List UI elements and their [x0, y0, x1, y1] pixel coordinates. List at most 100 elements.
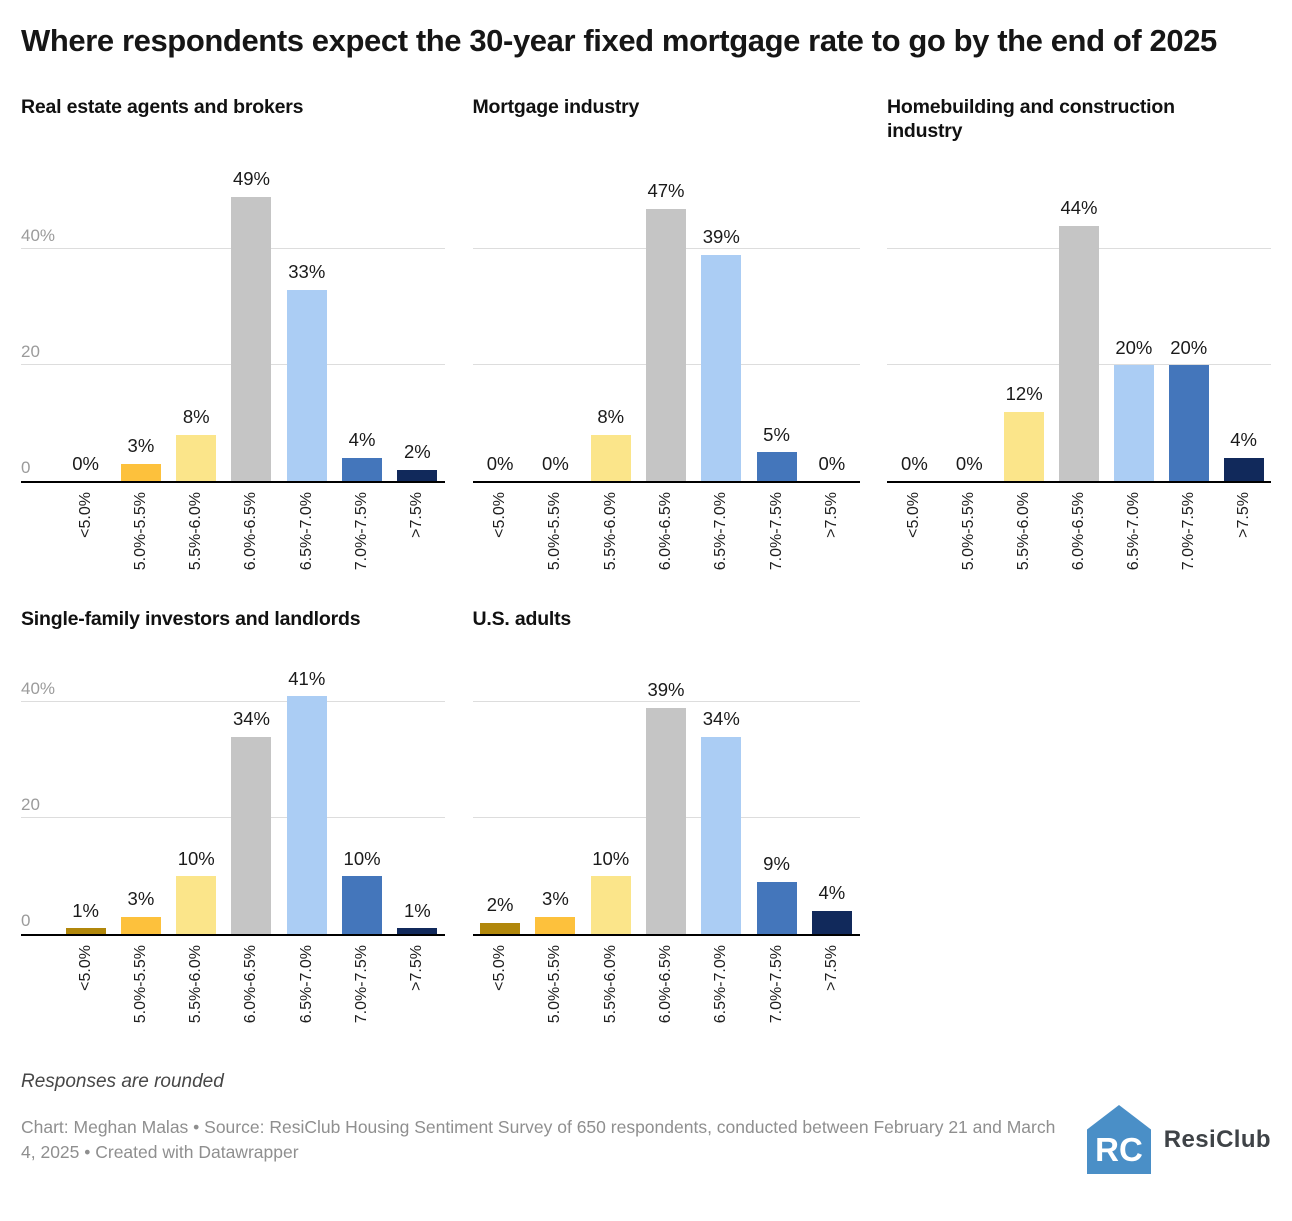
bar-slot: 0%	[58, 148, 113, 481]
bar-slot: 8%	[169, 148, 224, 482]
gridline-40	[472, 701, 860, 703]
bar-value-label: 12%	[1005, 383, 1043, 405]
bar-slot: 5%	[749, 148, 804, 482]
x-slot: <5.0%	[473, 936, 528, 1061]
x-slot: 7.0%-7.5%	[749, 936, 804, 1061]
bar	[1113, 365, 1154, 482]
bar-slot: 34%	[694, 658, 749, 935]
footnote: Responses are rounded	[21, 1071, 224, 1093]
bar-value-label: 0%	[901, 452, 928, 474]
x-tick-label: 6.5%-7.0%	[297, 492, 315, 571]
resiclub-logo: RC ResiClub	[1086, 1105, 1271, 1175]
svg-text:RC: RC	[1095, 1131, 1143, 1168]
bar	[701, 736, 742, 935]
panel-title: U.S. adults	[472, 608, 572, 631]
bar-slot: 4%	[804, 658, 859, 935]
bar	[1223, 457, 1264, 482]
x-tick-label: 5.0%-5.5%	[131, 945, 149, 1024]
bar	[701, 254, 742, 482]
x-tick-label: 6.5%-7.0%	[297, 945, 315, 1024]
bar-value-label: 2%	[403, 441, 431, 463]
bar-value-label: 39%	[647, 679, 685, 701]
bar-slot: 4%	[1216, 148, 1271, 482]
bar-value-label: 1%	[72, 899, 100, 921]
x-slot: <5.0%	[473, 483, 528, 608]
bar-value-label: 0%	[72, 452, 100, 474]
bar	[480, 922, 521, 935]
x-tick-label: >7.5%	[408, 492, 426, 538]
x-tick-label: 5.5%-6.0%	[601, 945, 619, 1024]
bar-slot: 4%	[334, 148, 389, 482]
bar-slot: 0%	[887, 148, 942, 481]
bar-slot: 20%	[1106, 148, 1161, 482]
panel-5: U.S. adults 2% 3% 10% 39% 34% 9% 4% <5.0% 5.0%-5.…	[472, 608, 860, 1061]
bar-slot: 0%	[942, 148, 997, 481]
x-tick-label: >7.5%	[822, 492, 840, 538]
x-slot: 6.0%-6.5%	[1052, 483, 1107, 608]
x-slot: 5.0%-5.5%	[528, 483, 583, 608]
panel-3: Homebuilding and construction industry 0%…	[887, 96, 1271, 608]
bar-value-label: 10%	[177, 847, 215, 869]
x-slot: 5.0%-5.5%	[113, 936, 168, 1061]
x-tick-label: 5.0%-5.5%	[546, 492, 564, 571]
x-slot: 7.0%-7.5%	[749, 483, 804, 608]
x-slot: 5.5%-6.0%	[583, 483, 638, 608]
bar-value-label: 0%	[955, 452, 983, 474]
bar-value-label: 1%	[403, 899, 431, 921]
bar-slot: 0%	[804, 148, 859, 481]
x-tick-label: 5.0%-5.5%	[960, 492, 978, 571]
x-slot: 7.0%-7.5%	[334, 483, 389, 608]
bar-slot: 12%	[997, 148, 1052, 482]
x-tick-label: 7.0%-7.5%	[1179, 492, 1197, 571]
x-slot: 5.5%-6.0%	[997, 483, 1052, 608]
panel-1: Real estate agents and brokers 0 20 40% 0% 3%…	[21, 96, 445, 608]
bar-value-label: 10%	[343, 847, 381, 869]
bar-value-label: 33%	[288, 261, 326, 283]
bar	[120, 463, 161, 482]
bars-group: 1% 3% 10% 34% 41% 10% 1%	[58, 658, 445, 935]
x-axis-labels: <5.0% 5.0%-5.5% 5.5%-6.0% 6.0%-6.5% 6.5%-7.0…	[473, 936, 860, 1061]
plot-area: 0% 0% 12% 44% 20% 20% 4%	[887, 148, 1271, 484]
x-axis-labels: <5.0% 5.0%-5.5% 5.5%-6.0% 6.0%-6.5% 6.5%-7.0…	[473, 483, 860, 608]
x-slot: 6.0%-6.5%	[224, 483, 279, 608]
bar-slot: 2%	[390, 148, 445, 482]
x-tick-label: 7.0%-7.5%	[767, 945, 785, 1024]
x-slot: >7.5%	[804, 936, 859, 1061]
x-tick-label: <5.0%	[491, 492, 509, 538]
bar	[756, 452, 797, 482]
panel-title: Homebuilding and construction industry	[887, 96, 1175, 142]
bar-slot: 47%	[638, 148, 693, 482]
bar	[342, 457, 383, 482]
bar-value-label: 47%	[647, 180, 685, 202]
panel-title: Real estate agents and brokers	[21, 96, 304, 119]
byline-row: Chart: Meghan Malas • Source: ResiClub H…	[21, 1105, 1271, 1175]
bar-value-label: 20%	[1115, 336, 1153, 358]
x-slot: 6.5%-7.0%	[694, 483, 749, 608]
bar-value-label: 49%	[232, 168, 270, 190]
bar-value-label: 8%	[597, 406, 625, 428]
bar	[645, 208, 686, 482]
bar-value-label: 3%	[542, 888, 569, 910]
x-slot: 5.5%-6.0%	[583, 936, 638, 1061]
panel-2: Mortgage industry 0% 0% 8% 47% 39% 5% 0% <5.0% 5.…	[472, 96, 860, 608]
bar	[590, 876, 631, 935]
x-tick-label: <5.0%	[491, 945, 509, 991]
bar	[756, 881, 797, 935]
x-slot: 5.5%-6.0%	[169, 936, 224, 1061]
x-tick-label: 5.5%-6.0%	[601, 492, 619, 571]
bar	[65, 928, 106, 935]
x-slot: >7.5%	[390, 483, 445, 608]
plot-area: 0 20 40% 0% 3% 8% 49% 33% 4% 2%	[21, 148, 445, 484]
footer: Responses are rounded Chart: Meghan Mala…	[21, 1071, 1271, 1175]
x-axis-labels: <5.0% 5.0%-5.5% 5.5%-6.0% 6.0%-6.5% 6.5%-7.0…	[58, 936, 445, 1061]
x-slot: 6.5%-7.0%	[279, 483, 334, 608]
x-tick-label: 5.0%-5.5%	[131, 492, 149, 571]
y-tick-label: 20	[21, 342, 40, 362]
charts-grid: Real estate agents and brokers 0 20 40% 0% 3%…	[21, 96, 1271, 1061]
x-slot: 7.0%-7.5%	[1161, 483, 1216, 608]
x-tick-label: >7.5%	[1234, 492, 1252, 538]
bar-slot: 39%	[638, 658, 693, 935]
byline: Chart: Meghan Malas • Source: ResiClub H…	[21, 1116, 1056, 1162]
bar-slot: 0%	[473, 148, 528, 481]
panel-4: Single-family investors and landlords 0 20…	[21, 608, 445, 1061]
